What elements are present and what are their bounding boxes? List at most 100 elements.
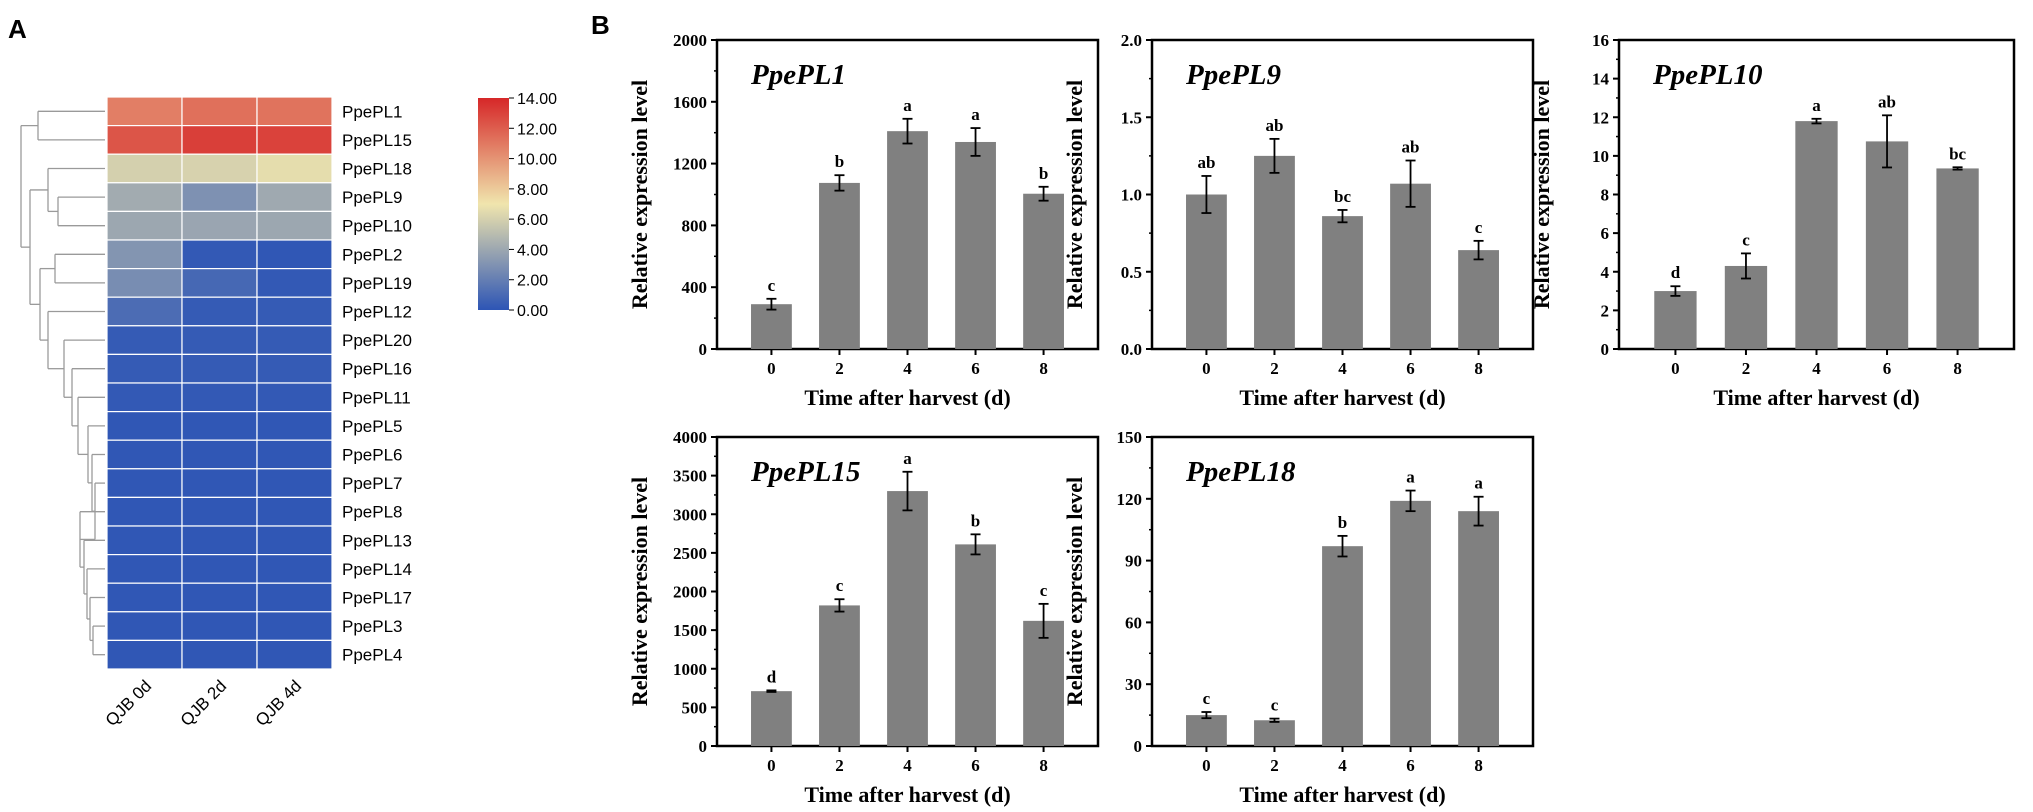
heatmap-cell xyxy=(181,268,258,298)
x-axis-label: Time after harvest (d) xyxy=(1239,782,1445,807)
heatmap-cell xyxy=(181,210,258,241)
y-tick-label: 10 xyxy=(1592,147,1609,166)
chart-title: PpePL18 xyxy=(1185,456,1296,488)
significance-letter: b xyxy=(1039,164,1048,183)
heatmap-row-label: PpePL8 xyxy=(342,503,403,522)
y-tick-label: 0.5 xyxy=(1121,263,1142,282)
significance-letter: d xyxy=(1671,263,1681,282)
heatmap-cell xyxy=(181,525,258,556)
y-axis-label: Relative expression level xyxy=(627,477,652,706)
x-tick-label: 4 xyxy=(1812,359,1821,378)
heatmap-cell xyxy=(106,296,183,327)
y-tick-label: 400 xyxy=(682,278,708,297)
heatmap-cell xyxy=(181,96,258,127)
panel-label-a: A xyxy=(8,14,27,44)
heatmap-cell xyxy=(106,182,183,213)
heatmap-column-label: QJB 0d xyxy=(102,676,156,730)
heatmap-column-label: QJB 2d xyxy=(177,676,231,730)
bar xyxy=(1322,216,1363,349)
heatmap-row-label: PpePL5 xyxy=(342,417,403,436)
y-tick-label: 30 xyxy=(1125,675,1142,694)
colorbar-tick-label: 4.00 xyxy=(517,242,548,259)
x-tick-label: 0 xyxy=(1671,359,1680,378)
colorbar-tick-label: 14.00 xyxy=(517,91,557,108)
bar xyxy=(955,141,996,349)
heatmap-cell xyxy=(106,153,183,184)
y-tick-label: 14 xyxy=(1592,70,1610,89)
heatmap-cell xyxy=(106,96,183,127)
heatmap-row-label: PpePL20 xyxy=(342,331,412,350)
y-tick-label: 0 xyxy=(699,737,708,756)
y-tick-label: 500 xyxy=(682,698,708,717)
y-tick-label: 0 xyxy=(699,340,708,359)
bar xyxy=(1458,511,1499,746)
bar xyxy=(1654,291,1697,349)
significance-letter: b xyxy=(835,152,844,171)
x-tick-label: 2 xyxy=(835,359,844,378)
heatmap-row-label: PpePL14 xyxy=(342,560,412,579)
bar-charts: 0400800120016002000c0b2a4a6b8PpePL1Time … xyxy=(627,31,2016,807)
x-tick-label: 8 xyxy=(1474,756,1483,775)
significance-letter: d xyxy=(767,667,777,686)
y-tick-label: 3000 xyxy=(673,505,707,524)
heatmap-row-label: PpePL15 xyxy=(342,131,412,150)
y-axis-label: Relative expression level xyxy=(1062,477,1087,706)
significance-letter: a xyxy=(1812,96,1821,115)
heatmap-cell xyxy=(256,582,333,613)
heatmap-cell xyxy=(106,124,183,155)
y-tick-label: 12 xyxy=(1592,108,1609,127)
heatmap-cell xyxy=(181,468,258,498)
x-tick-label: 4 xyxy=(903,359,912,378)
heatmap-cell xyxy=(256,268,333,298)
y-tick-label: 0 xyxy=(1601,340,1610,359)
y-tick-label: 90 xyxy=(1125,552,1142,571)
bar xyxy=(751,304,792,349)
x-tick-label: 6 xyxy=(971,359,980,378)
significance-letter: c xyxy=(1475,218,1483,237)
heatmap-cell xyxy=(181,496,258,527)
significance-letter: ab xyxy=(1402,138,1420,157)
significance-letter: a xyxy=(971,105,980,124)
heatmap-row-label: PpePL6 xyxy=(342,446,403,465)
x-tick-label: 4 xyxy=(903,756,912,775)
heatmap-cell xyxy=(181,182,258,213)
colorbar-tick-label: 10.00 xyxy=(517,152,557,169)
x-tick-label: 6 xyxy=(971,756,980,775)
heatmap-row-label: PpePL17 xyxy=(342,589,412,608)
bar xyxy=(751,691,792,746)
panel-label-b: B xyxy=(591,10,610,40)
colorbar-tick-label: 12.00 xyxy=(517,121,557,138)
heatmap-cell xyxy=(256,296,333,327)
chart-title: PpePL1 xyxy=(750,59,846,91)
x-tick-label: 6 xyxy=(1406,359,1415,378)
x-tick-label: 0 xyxy=(767,359,776,378)
bar xyxy=(819,182,860,349)
y-tick-label: 2.0 xyxy=(1121,31,1142,50)
heatmap-cell xyxy=(256,411,333,441)
heatmap-row-label: PpePL11 xyxy=(342,388,411,407)
bar xyxy=(1023,193,1064,349)
bar xyxy=(1186,194,1227,349)
y-axis-label: Relative expression level xyxy=(627,80,652,309)
x-tick-label: 4 xyxy=(1338,756,1347,775)
heatmap-row-label: PpePL2 xyxy=(342,245,403,264)
heatmap-cell xyxy=(106,382,183,413)
heatmap-column-label: QJB 4d xyxy=(252,676,306,730)
heatmap-row-label: PpePL4 xyxy=(342,646,403,665)
x-axis-label: Time after harvest (d) xyxy=(804,385,1010,410)
bar-chart: 0 400 800 1200 1600 2000 c 0 b 2 a 4 a 6 b 8 PpePL1 Time … xyxy=(627,31,1100,410)
colorbar-gradient xyxy=(478,98,509,310)
chart-title: PpePL10 xyxy=(1652,59,1763,91)
chart-title: PpePL9 xyxy=(1185,59,1281,91)
heatmap-cell xyxy=(256,439,333,470)
bar-chart: 0.0 0.5 1.0 1.5 2.0 ab 0 ab 2 bc 4 ab 6 c 8 PpePL9 Time … xyxy=(1062,31,1535,410)
y-tick-label: 0 xyxy=(1134,737,1143,756)
heatmap-cell xyxy=(181,296,258,327)
heatmap-cell xyxy=(106,439,183,470)
bar xyxy=(819,605,860,746)
heatmap-cell xyxy=(256,639,333,670)
y-tick-label: 0.0 xyxy=(1121,340,1142,359)
y-tick-label: 120 xyxy=(1117,490,1143,509)
bar xyxy=(1186,715,1227,746)
y-tick-label: 1.5 xyxy=(1121,108,1142,127)
